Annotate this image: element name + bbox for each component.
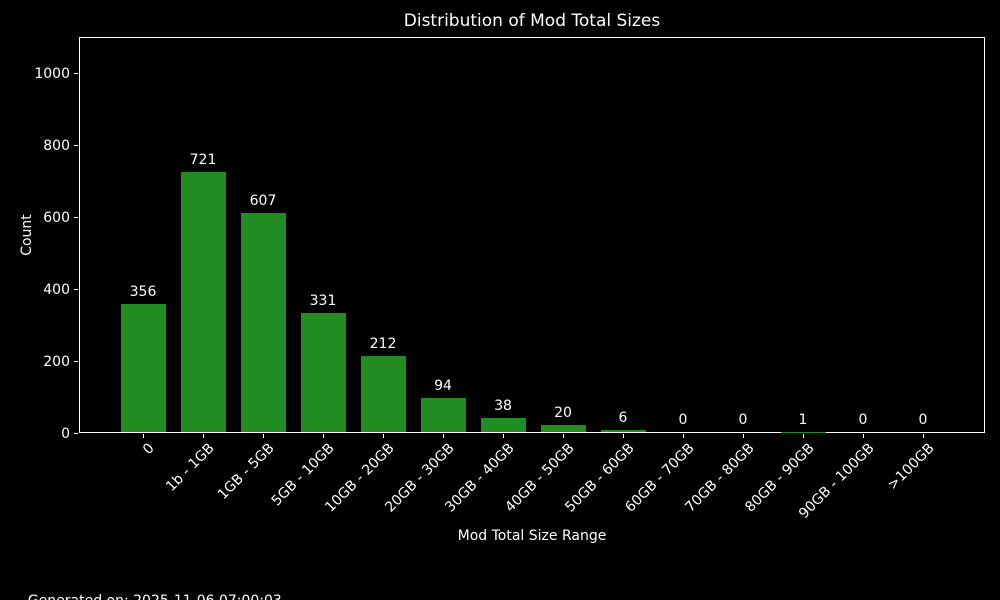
x-axis-label: Mod Total Size Range (457, 528, 607, 544)
y-tick-mark (74, 433, 78, 434)
x-tick-label: 0 (139, 440, 158, 458)
x-tick-mark (503, 434, 504, 438)
x-tick-label: 1b - 1GB (163, 440, 218, 495)
bar-value-label: 20 (554, 404, 572, 421)
y-tick-label: 400 (43, 281, 70, 298)
y-tick-mark (74, 289, 78, 290)
bar-5GB - 10GB (300, 312, 346, 432)
x-tick-mark (743, 434, 744, 438)
x-tick-mark (263, 434, 264, 438)
bar-value-label: 0 (678, 412, 688, 428)
bar-value-label: 607 (249, 193, 277, 210)
bar-40GB - 50GB (540, 424, 586, 432)
bar-value-label: 94 (434, 378, 452, 395)
y-tick-label: 200 (43, 353, 70, 370)
y-tick-mark (74, 361, 78, 362)
plot-area: 356 721 607 331 212 94 38 20 6 0 0 1 0 0 (79, 37, 985, 433)
bar-value-label: 0 (918, 412, 928, 428)
bar-value-label: 212 (369, 335, 397, 352)
bar-value-label: 356 (129, 283, 157, 300)
y-tick-mark (74, 145, 78, 146)
x-tick-mark (323, 434, 324, 438)
y-tick-label: 800 (43, 137, 70, 154)
x-tick-mark (683, 434, 684, 438)
x-tick-mark (923, 434, 924, 438)
bar-1b - 1GB (180, 172, 226, 432)
bar-0 (120, 303, 166, 432)
bar-value-label: 721 (189, 152, 217, 169)
x-tick-mark (203, 434, 204, 438)
bar-value-label: 6 (618, 409, 628, 426)
bar-value-label: 1 (798, 411, 808, 428)
generated-on-text: Generated on: 2025-11-06 07:00:03 (28, 593, 282, 600)
x-tick-label: 1GB - 5GB (214, 440, 278, 504)
bar-value-label: 0 (858, 412, 868, 428)
bar-50GB - 60GB (600, 429, 646, 432)
chart-title: Distribution of Mod Total Sizes (403, 11, 661, 31)
bar-20GB - 30GB (420, 398, 466, 432)
bar-10GB - 20GB (360, 355, 406, 432)
x-tick-mark (383, 434, 384, 438)
y-tick-label: 0 (61, 425, 70, 442)
bar-value-label: 331 (309, 292, 337, 309)
y-tick-label: 1000 (34, 65, 70, 82)
bar-1GB - 5GB (240, 213, 286, 432)
y-tick-mark (74, 73, 78, 74)
x-tick-mark (143, 434, 144, 438)
x-tick-label: >100GB (884, 440, 938, 494)
bar-value-label: 38 (494, 398, 512, 415)
y-tick-mark (74, 217, 78, 218)
x-tick-mark (803, 434, 804, 438)
footer-status-bar: Generated on: 2025-11-06 07:00:03 Server… (10, 577, 299, 600)
x-tick-mark (623, 434, 624, 438)
x-tick-mark (443, 434, 444, 438)
x-tick-mark (863, 434, 864, 438)
bar-30GB - 40GB (480, 418, 526, 432)
x-tick-mark (563, 434, 564, 438)
y-tick-label: 600 (43, 209, 70, 226)
bar-value-label: 0 (738, 412, 748, 428)
